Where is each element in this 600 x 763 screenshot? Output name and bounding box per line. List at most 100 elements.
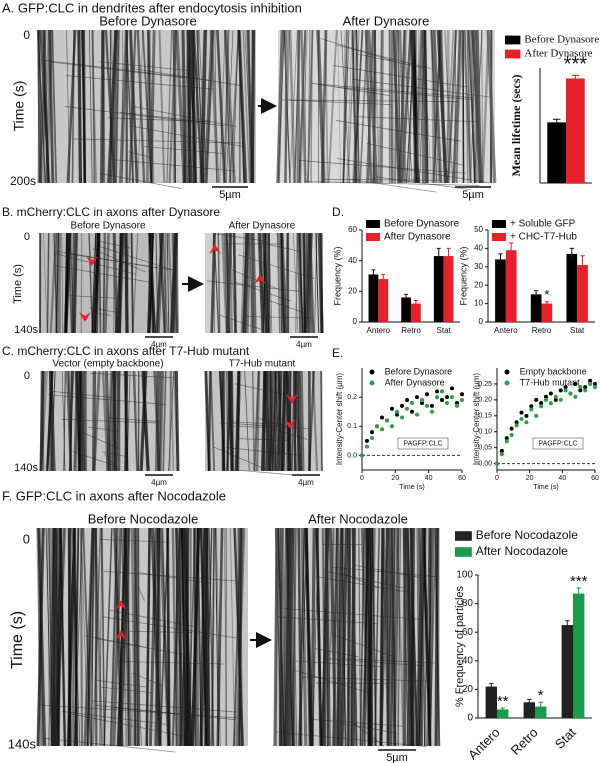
kymo-track xyxy=(65,75,214,90)
data-point xyxy=(370,430,374,435)
kymo-track xyxy=(102,616,237,639)
y-tick-label: 20 xyxy=(462,684,474,695)
arrowhead xyxy=(286,394,298,404)
data-point xyxy=(539,404,544,409)
data-point xyxy=(563,388,568,393)
kymo-stripe xyxy=(242,232,250,334)
error-bar xyxy=(576,587,581,600)
kymo-stripe xyxy=(378,29,383,184)
data-point xyxy=(514,423,519,428)
kymo-stripe xyxy=(132,232,139,334)
kymo-stripe xyxy=(327,29,338,184)
kymo-track xyxy=(83,432,120,450)
data-point xyxy=(415,395,419,400)
kymo-stripe xyxy=(351,527,358,747)
kymo-stripe xyxy=(221,370,226,472)
kymo-stripe xyxy=(277,527,285,747)
bar xyxy=(566,253,578,322)
data-point xyxy=(390,424,394,429)
kymo-stripe xyxy=(350,527,356,747)
y-tick-label: 20 xyxy=(474,280,483,289)
kymo-track xyxy=(322,543,362,546)
legend-label: T7-Hub mutant xyxy=(520,377,581,387)
kymo-stripe xyxy=(111,29,116,184)
kymo-track xyxy=(259,296,308,315)
kymo-track xyxy=(229,425,265,428)
kymo-stripe xyxy=(104,29,116,184)
kymo-stripe xyxy=(346,29,353,184)
kymo-stripe xyxy=(324,527,331,747)
kymo-stripe xyxy=(253,370,260,472)
data-point xyxy=(395,409,399,414)
kymo-stripe xyxy=(462,29,465,184)
data-point xyxy=(380,415,384,420)
significance: ** xyxy=(497,693,509,710)
kymo-stripe xyxy=(67,527,72,747)
scale-label: 4µm xyxy=(151,340,167,349)
legend-swatch xyxy=(492,233,506,241)
kymo-stripe xyxy=(104,232,110,334)
kymo-stripe xyxy=(136,29,146,184)
kymo-track xyxy=(315,648,359,658)
data-point xyxy=(440,389,444,394)
kymo-stripe xyxy=(269,370,274,472)
time-start: 0 xyxy=(23,531,30,546)
scale-label: 5µm xyxy=(219,189,241,201)
kymo-stripe xyxy=(300,527,308,747)
kymo-track xyxy=(305,181,480,186)
kymo-stripe xyxy=(49,232,58,334)
kymo-stripe xyxy=(205,29,215,184)
data-point xyxy=(365,438,369,443)
kymo-stripe xyxy=(238,29,246,184)
kymo-stripe xyxy=(346,527,351,747)
kymo-stripe xyxy=(276,232,281,334)
data-point xyxy=(568,391,573,396)
kymo-track xyxy=(288,99,392,106)
kymo-track xyxy=(92,248,146,273)
kymo-track xyxy=(99,61,198,72)
kymo-stripe xyxy=(94,527,104,747)
y-tick-label: 40 xyxy=(474,244,483,253)
kymo-stripe xyxy=(299,370,305,472)
kymo-stripe xyxy=(161,527,169,747)
label-box xyxy=(532,437,584,450)
kymo-stripe xyxy=(99,29,105,184)
kymo-track xyxy=(40,59,211,81)
kymo-track xyxy=(281,99,459,103)
data-point xyxy=(450,395,454,400)
bar xyxy=(561,625,573,718)
kymo-stripe xyxy=(169,232,177,334)
data-point xyxy=(440,398,444,403)
kymo-track xyxy=(234,383,301,399)
bar xyxy=(411,303,421,322)
kymo-track xyxy=(69,295,123,299)
time-end: 140s xyxy=(8,736,37,751)
kymo-stripe xyxy=(298,232,304,334)
arrowhead xyxy=(209,244,221,254)
x-tick-label: Antero xyxy=(367,326,391,335)
error-bar xyxy=(489,683,494,690)
data-point xyxy=(375,424,379,429)
error-bar xyxy=(552,118,561,126)
kymo-track xyxy=(143,145,223,154)
kymo-stripe xyxy=(91,29,96,184)
kymo-track xyxy=(132,672,162,686)
legend-label: Before Dynasore xyxy=(384,219,459,230)
kymo-stripe xyxy=(232,232,237,334)
kymo-stripe xyxy=(419,29,426,184)
bar xyxy=(547,122,566,183)
kymo-stripe xyxy=(188,527,196,747)
kymo-track xyxy=(94,679,146,688)
error-bar xyxy=(446,247,451,264)
kymo-stripe xyxy=(81,29,87,184)
kymo-track xyxy=(85,635,146,648)
kymo-stripe xyxy=(242,29,251,184)
kymo-stripe xyxy=(117,232,126,334)
kymo-stripe xyxy=(117,232,124,334)
data-point xyxy=(524,413,529,418)
kymo-stripe xyxy=(273,527,279,747)
data-point xyxy=(588,381,593,386)
data-point xyxy=(558,388,563,393)
kymo-track xyxy=(275,731,427,748)
data-point xyxy=(578,388,583,393)
